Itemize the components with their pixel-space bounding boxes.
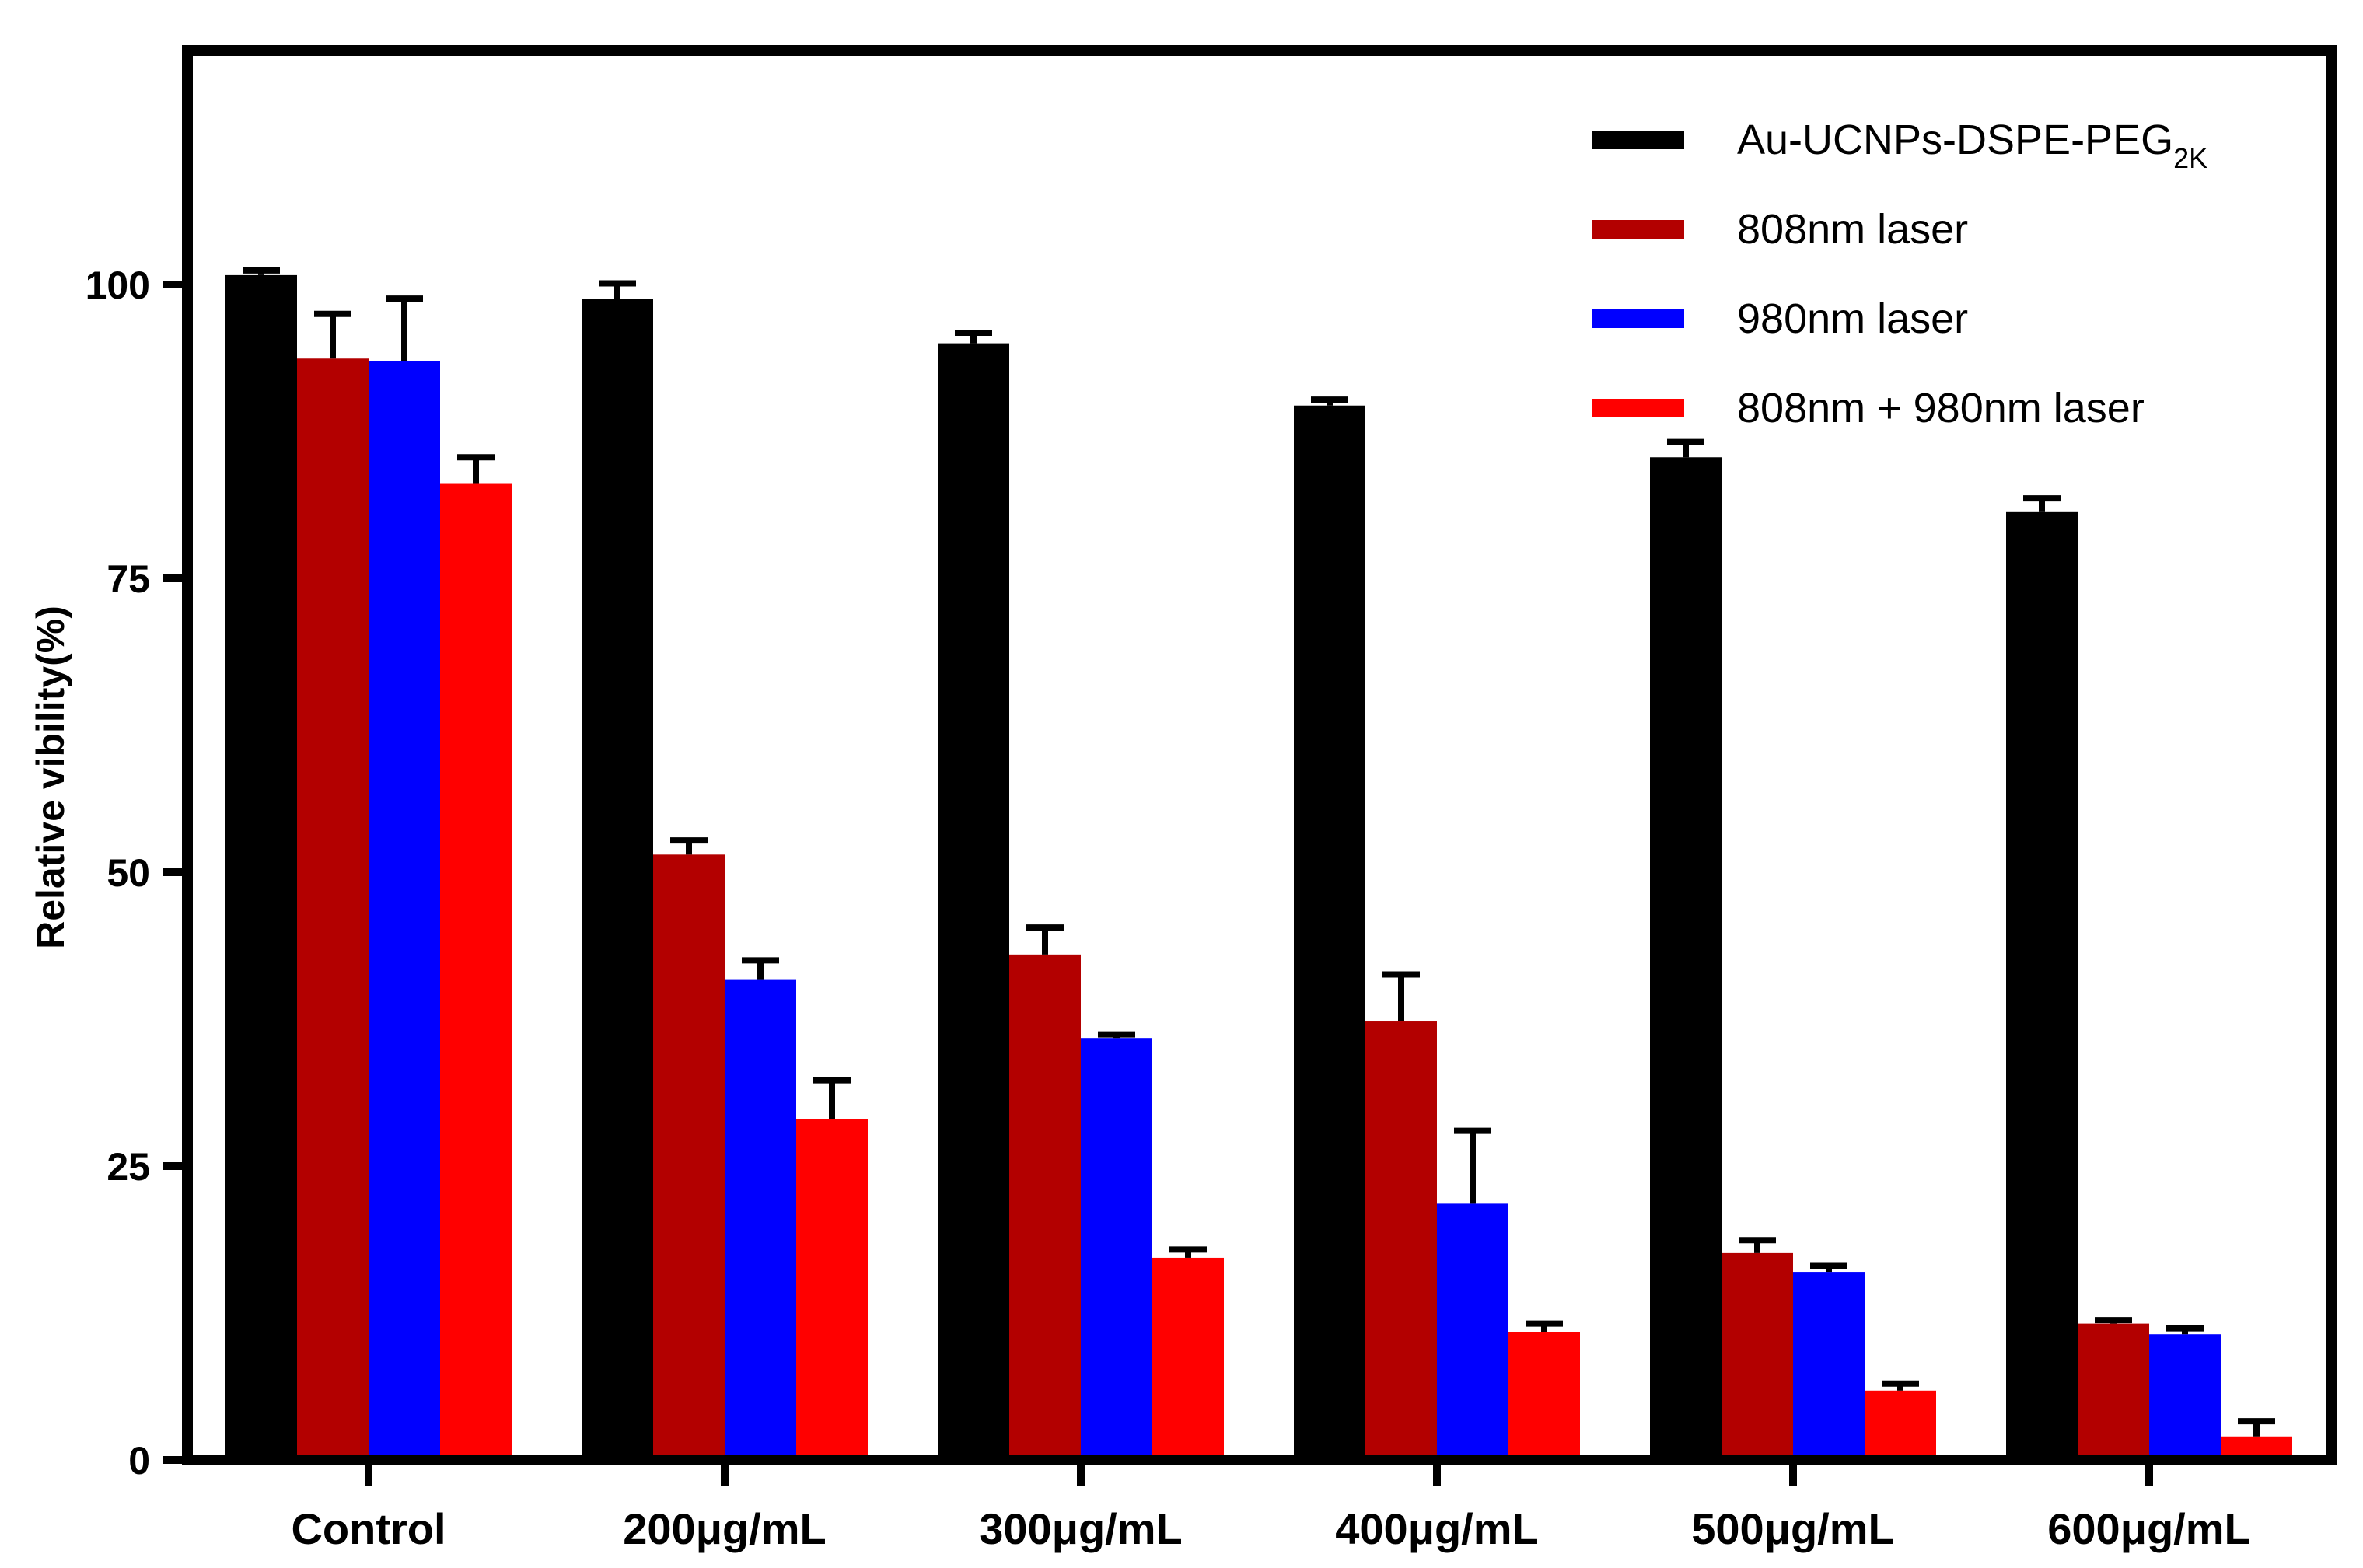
legend-label-1: 808nm laser	[1737, 206, 1968, 253]
bar-4-2	[1793, 1272, 1865, 1460]
bar-0-3	[440, 483, 512, 1460]
bar-0-2	[369, 361, 440, 1460]
bar-5-1	[2078, 1323, 2149, 1460]
bar-4-0	[1650, 457, 1722, 1461]
y-tick-label-1: 25	[107, 1145, 150, 1189]
bar-2-1	[1009, 954, 1081, 1460]
y-tick-label-4: 100	[86, 264, 150, 307]
legend-swatch-0	[1592, 131, 1684, 149]
legend-swatch-3	[1592, 399, 1684, 417]
bar-0-1	[297, 358, 369, 1461]
bar-4-1	[1722, 1252, 1793, 1460]
bar-1-3	[796, 1119, 868, 1460]
bar-1-1	[653, 854, 725, 1460]
bar-3-3	[1508, 1332, 1580, 1460]
bars-layer	[225, 274, 2292, 1461]
bar-2-3	[1152, 1257, 1224, 1460]
bar-1-0	[582, 299, 653, 1460]
legend: Au-UCNPs-DSPE-PEG2K 808nm laser 980nm lase…	[1592, 117, 2207, 431]
x-tick-label-4: 500μg/mL	[1691, 1504, 1894, 1553]
x-tick-label-2: 300μg/mL	[979, 1504, 1182, 1553]
bar-3-1	[1365, 1021, 1437, 1460]
legend-label-3: 808nm + 980nm laser	[1737, 385, 2145, 431]
legend-label-0: Au-UCNPs-DSPE-PEG2K	[1737, 117, 2207, 174]
bar-3-0	[1294, 405, 1365, 1460]
bar-2-2	[1081, 1038, 1152, 1460]
x-tick-label-3: 400μg/mL	[1335, 1504, 1538, 1553]
bar-5-2	[2149, 1334, 2221, 1460]
bar-0-0	[225, 274, 297, 1460]
y-axis-title: Relative vibility(%)	[29, 606, 72, 949]
bar-4-3	[1865, 1390, 1936, 1460]
x-tick-label-0: Control	[291, 1504, 446, 1553]
y-tick-label-3: 75	[107, 557, 150, 601]
x-tick-label-1: 200μg/mL	[623, 1504, 826, 1553]
y-tick-label-2: 50	[107, 851, 150, 895]
x-tick-label-5: 600μg/mL	[2047, 1504, 2250, 1553]
bar-5-0	[2006, 511, 2078, 1461]
bar-3-2	[1437, 1203, 1508, 1460]
legend-label-2: 980nm laser	[1737, 295, 1968, 342]
legend-swatch-1	[1592, 220, 1684, 239]
plot-frame	[182, 45, 2337, 1465]
bar-1-2	[725, 979, 796, 1460]
error-bars-layer	[243, 267, 2275, 1437]
legend-swatch-2	[1592, 309, 1684, 328]
legend-label-subscript-0: 2K	[2173, 142, 2207, 174]
bar-2-0	[938, 343, 1009, 1461]
x-axis: Control 200μg/mL 300μg/mL 400μg/mL 500μg/mL 6…	[291, 1460, 2251, 1553]
y-axis: 0 25 50 75 100	[86, 264, 187, 1482]
y-tick-label-0: 0	[128, 1439, 150, 1482]
